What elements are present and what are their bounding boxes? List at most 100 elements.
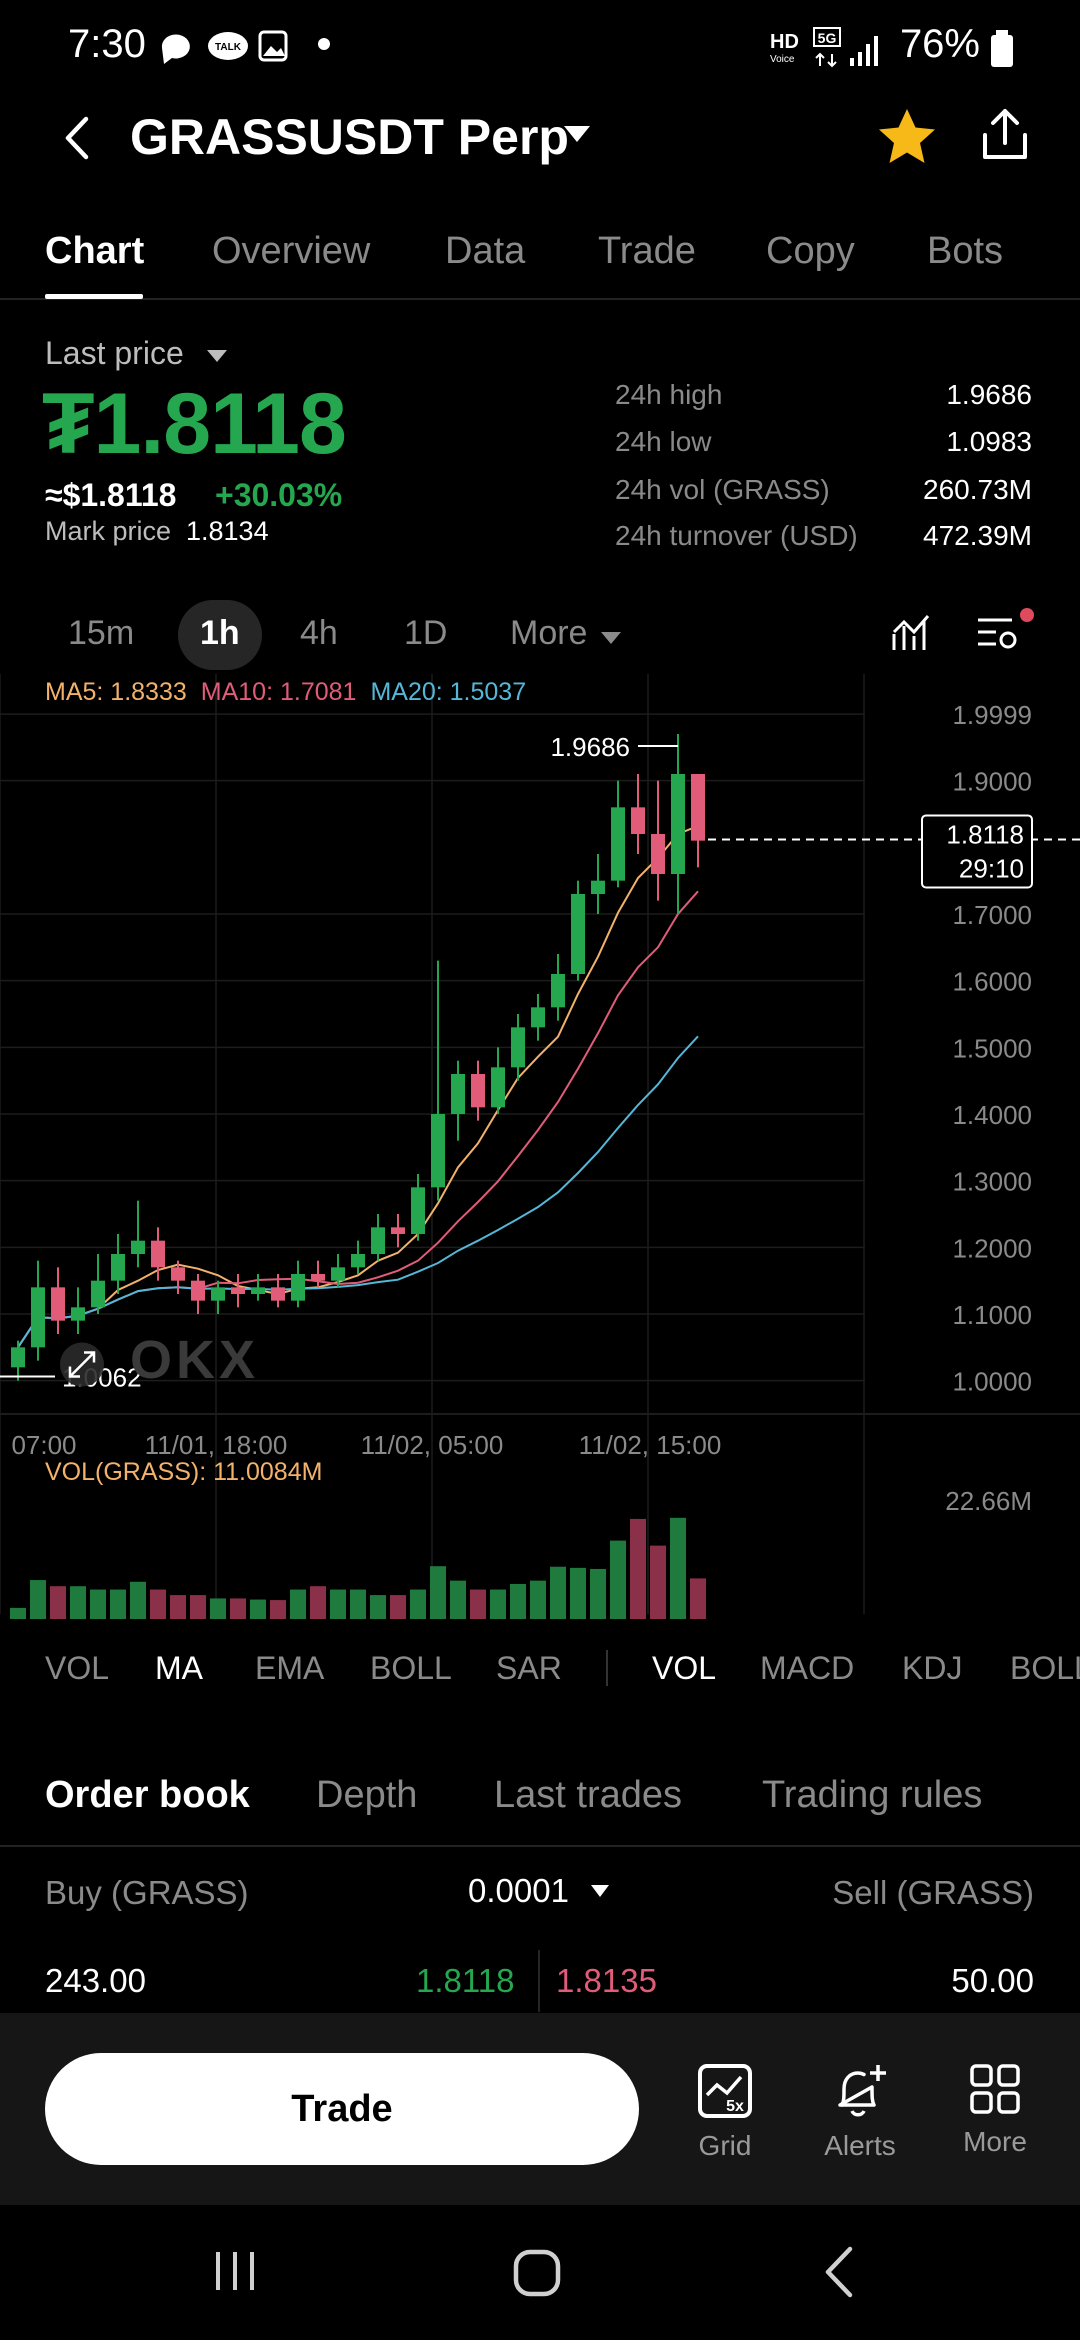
volume-bar: [210, 1598, 226, 1619]
drawing-tools-icon[interactable]: [890, 610, 934, 654]
y-tick-label: 1.2000: [952, 1233, 1032, 1263]
volume-max-label: 22.66M: [945, 1486, 1032, 1516]
y-tick-label: 1.6000: [952, 967, 1032, 997]
tab-bots[interactable]: Bots: [927, 230, 1004, 272]
stat-24h-high-value: 1.9686: [946, 379, 1032, 410]
x-tick-label: 07:00: [11, 1430, 76, 1460]
x-tick-label: 11/01, 18:00: [145, 1430, 288, 1460]
volume-legend: VOL(GRASS): 11.0084M: [45, 1458, 323, 1486]
chevron-down-icon[interactable]: [562, 122, 592, 146]
stat-24h-vol-label: 24h vol (GRASS): [615, 474, 830, 505]
indicator-sar[interactable]: SAR: [496, 1650, 562, 1686]
tab-order-book[interactable]: Order book: [45, 1774, 250, 1816]
indicator-vol-main[interactable]: VOL: [45, 1650, 110, 1686]
recent-apps-icon[interactable]: [212, 2248, 258, 2294]
last-price-label[interactable]: Last price: [45, 335, 184, 371]
volume-bar: [290, 1589, 306, 1619]
candle: [111, 1254, 125, 1281]
orderbook-divider: [538, 1950, 540, 2012]
volume-bar: [430, 1566, 446, 1619]
candle: [471, 1074, 485, 1108]
chevron-down-icon[interactable]: [590, 1884, 610, 1898]
tab-overview[interactable]: Overview: [212, 230, 371, 272]
volume-bar: [650, 1545, 666, 1619]
candle: [271, 1287, 285, 1301]
share-icon[interactable]: [975, 105, 1035, 165]
volume-bar: [230, 1598, 246, 1619]
indicator-boll[interactable]: BOLL: [370, 1650, 452, 1686]
tab-copy[interactable]: Copy: [766, 230, 855, 272]
active-tab-indicator: [45, 294, 143, 299]
voice-label: Voice: [770, 54, 795, 65]
countdown-label: 29:10: [959, 853, 1024, 883]
chevron-down-icon[interactable]: [206, 348, 228, 364]
candle: [31, 1287, 45, 1348]
ma-legend: MA5: 1.8333 MA10: 1.7081 MA20: 1.5037: [45, 678, 526, 707]
interval-1h[interactable]: 1h: [200, 614, 240, 652]
interval-1d[interactable]: 1D: [404, 614, 448, 652]
tab-depth[interactable]: Depth: [316, 1774, 418, 1816]
star-icon[interactable]: [875, 105, 939, 169]
alerts-button[interactable]: Alerts: [805, 2063, 915, 2162]
price-change: +30.03%: [215, 477, 343, 513]
back-arrow-icon[interactable]: [62, 113, 92, 163]
candle: [291, 1274, 305, 1301]
candle: [671, 774, 685, 874]
high-price-label: 1.9686: [550, 732, 630, 762]
volume-bar: [510, 1583, 526, 1619]
grid-button[interactable]: 5x Grid: [670, 2063, 780, 2162]
price-step-select[interactable]: 0.0001: [468, 1872, 569, 1909]
tab-data[interactable]: Data: [445, 230, 526, 272]
x-tick-label: 11/02, 05:00: [361, 1430, 504, 1460]
tab-chart[interactable]: Chart: [45, 230, 145, 272]
stat-24h-turnover-value: 472.39M: [923, 520, 1032, 551]
indicator-macd[interactable]: MACD: [760, 1650, 855, 1686]
candle: [451, 1074, 465, 1114]
grid-more-icon: [970, 2064, 1020, 2114]
ma-line: [17, 1035, 699, 1348]
indicator-vol-sub[interactable]: VOL: [652, 1650, 717, 1686]
indicator-boll-sub[interactable]: BOLL: [1010, 1650, 1080, 1686]
sell-qty: 50.00: [951, 1962, 1034, 1999]
sell-column-header: Sell (GRASS): [832, 1874, 1034, 1911]
candle: [631, 807, 645, 834]
ma10-legend: MA10: 1.7081: [200, 678, 357, 706]
volume-bar: [170, 1595, 186, 1619]
interval-more[interactable]: More: [510, 614, 588, 652]
price-chart[interactable]: 1.9999 1.9000 1.7000 1.6000 1.5000 1.4000 1.30…: [0, 674, 1080, 1654]
indicator-kdj[interactable]: KDJ: [902, 1650, 963, 1686]
volume-bar: [570, 1567, 586, 1619]
notification-dot: [1020, 608, 1034, 622]
tab-trade[interactable]: Trade: [598, 230, 696, 272]
volume-bar: [270, 1600, 286, 1619]
grid-label: Grid: [698, 2130, 752, 2161]
tab-trading-rules[interactable]: Trading rules: [762, 1774, 983, 1816]
bell-plus-icon: [838, 2065, 886, 2117]
volume-bar: [410, 1589, 426, 1619]
interval-4h[interactable]: 4h: [300, 614, 338, 652]
more-button[interactable]: More: [940, 2063, 1050, 2158]
bid-price: 1.8118: [416, 1962, 515, 1999]
signal-icon: HD Voice 5G: [770, 27, 878, 68]
candle: [391, 1227, 405, 1234]
candle: [311, 1274, 325, 1281]
y-tick-label: 1.7000: [952, 900, 1032, 930]
chevron-down-icon[interactable]: [600, 630, 622, 646]
expand-icon-glyph: [68, 1351, 96, 1378]
indicator-ema[interactable]: EMA: [255, 1650, 325, 1686]
candle: [571, 894, 585, 974]
indicator-ma[interactable]: MA: [155, 1650, 203, 1686]
volume-bar: [370, 1595, 386, 1619]
chart-settings-icon[interactable]: [976, 612, 1020, 656]
tab-last-trades[interactable]: Last trades: [494, 1774, 682, 1816]
volume-bar: [550, 1566, 566, 1619]
page-title[interactable]: GRASSUSDT Perp: [130, 109, 569, 165]
candle: [171, 1267, 185, 1281]
trade-button[interactable]: Trade: [45, 2053, 639, 2165]
current-price-box: [921, 814, 1033, 889]
back-icon[interactable]: [822, 2245, 856, 2299]
volume-bar: [690, 1578, 706, 1619]
interval-15m[interactable]: 15m: [68, 614, 135, 652]
buy-qty: 243.00: [45, 1962, 146, 1999]
home-icon[interactable]: [512, 2248, 562, 2298]
